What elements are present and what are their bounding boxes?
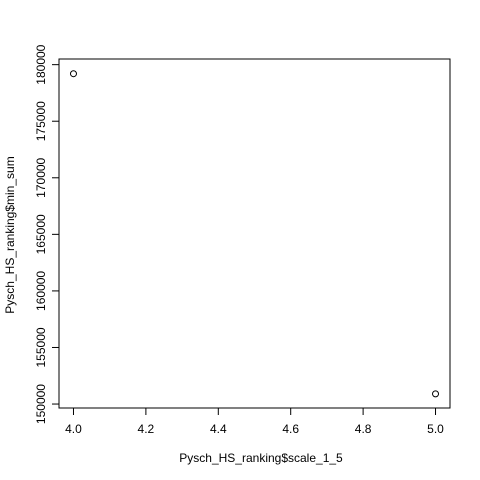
y-tick-label: 160000 [34, 271, 48, 311]
data-point [432, 390, 440, 398]
y-tick-label: 150000 [34, 384, 48, 424]
x-tick-label: 4.6 [282, 422, 299, 436]
y-tick-label: 175000 [34, 101, 48, 141]
x-tick-label: 4.0 [65, 422, 82, 436]
x-tick-label: 5.0 [427, 422, 444, 436]
y-axis: 150000 155000 160000 165000 170000 175000 1800… [34, 44, 60, 424]
x-axis-title: Pysch_HS_ranking$scale_1_5 [179, 451, 343, 465]
y-tick-label: 170000 [34, 157, 48, 197]
data-point [69, 70, 77, 78]
x-axis: 4.0 4.2 4.4 4.6 4.8 5.0 [65, 407, 444, 436]
y-tick-label: 180000 [34, 44, 48, 84]
y-tick-label: 165000 [34, 214, 48, 254]
y-axis-title: Pysch_HS_ranking$min_sum [3, 156, 17, 313]
plot-frame [58, 58, 451, 409]
x-tick-label: 4.4 [210, 422, 227, 436]
x-tick-label: 4.2 [138, 422, 155, 436]
data-points [69, 70, 440, 398]
y-tick-label: 155000 [34, 327, 48, 367]
x-tick-label: 4.8 [355, 422, 372, 436]
